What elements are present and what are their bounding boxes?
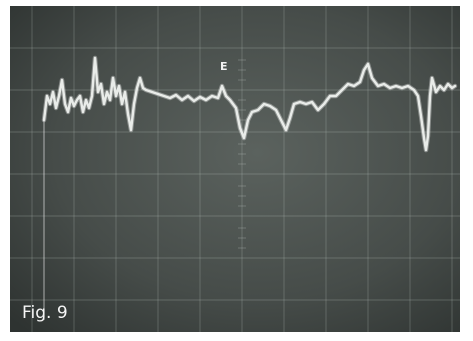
scope-screen — [10, 6, 460, 332]
graticule-grid — [10, 6, 460, 332]
figure-caption: Fig. 9 — [22, 303, 68, 323]
trace-marker-label: E — [220, 60, 228, 73]
waveform-trace — [41, 55, 458, 153]
